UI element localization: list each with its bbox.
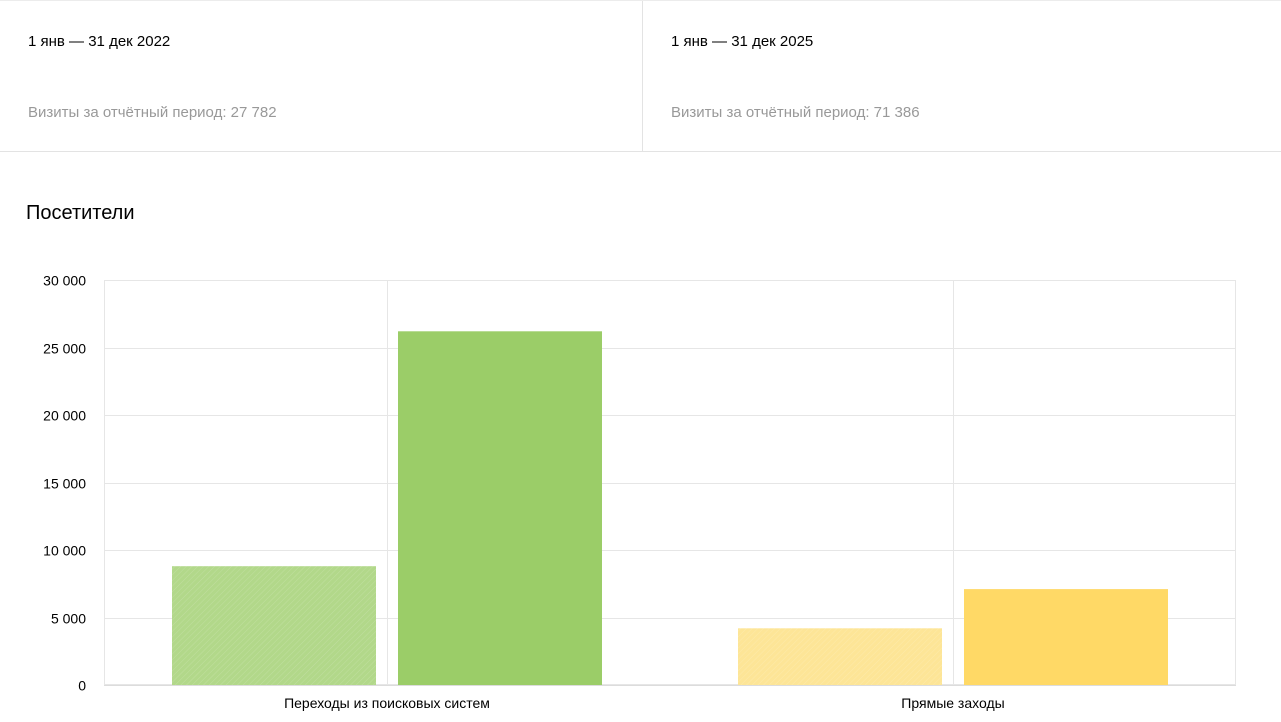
period-range-label: 1 янв — 31 дек 2025 [671,33,814,50]
x-category-label: Переходы из поисковых систем [284,695,490,711]
bar [964,589,1168,685]
period-visits-label: Визиты за отчётный период: 71 386 [671,104,920,121]
period-range-label: 1 янв — 31 дек 2022 [28,33,171,50]
y-tick-label: 30 000 [43,273,86,289]
period-comparison-header: 1 янв — 31 дек 2022 Визиты за отчётный п… [0,0,1281,152]
y-tick-label: 10 000 [43,543,86,559]
x-category-label: Прямые заходы [901,695,1004,711]
bar [398,331,602,685]
y-tick-label: 5 000 [51,611,86,627]
bar [172,566,376,685]
y-tick-label: 15 000 [43,476,86,492]
y-tick-label: 0 [78,678,86,694]
y-tick-label: 20 000 [43,408,86,424]
period-card-2022: 1 янв — 31 дек 2022 Визиты за отчётный п… [0,1,643,152]
bar [738,628,942,685]
y-tick-label: 25 000 [43,341,86,357]
period-visits-label: Визиты за отчётный период: 27 782 [28,104,277,121]
period-card-2025: 1 янв — 31 дек 2025 Визиты за отчётный п… [643,1,1281,152]
section-title: Посетители [26,202,135,224]
